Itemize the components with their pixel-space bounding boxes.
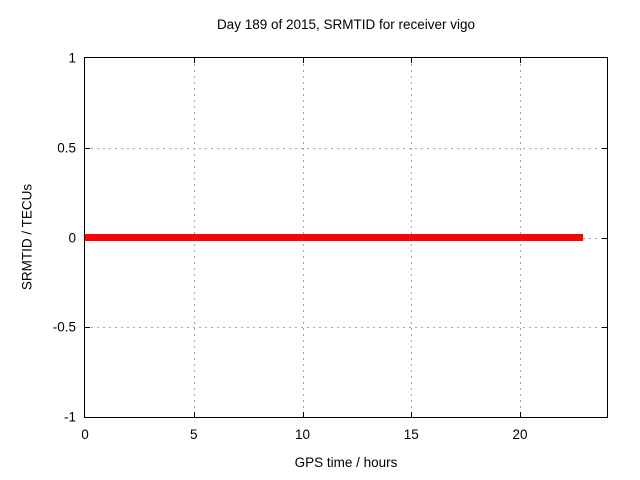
y-tick-label: -1: [63, 409, 76, 425]
x-tick-label: 0: [81, 427, 89, 442]
y-tick-mark: [602, 147, 607, 149]
x-tick-label: 15: [403, 427, 419, 442]
x-tick-mark: [193, 58, 195, 63]
y-tick-mark: [602, 237, 607, 239]
x-tick-label: 5: [189, 427, 198, 442]
x-tick-mark: [193, 412, 195, 417]
x-tick-mark: [520, 58, 521, 63]
y-tick-mark: [85, 327, 90, 329]
y-tick-mark: [85, 147, 90, 149]
y-tick-label: 1: [68, 50, 76, 66]
y-tick-label: 0: [68, 230, 76, 245]
x-tick-mark: [302, 412, 304, 417]
x-tick-mark: [302, 58, 304, 63]
x-tick-mark: [411, 58, 413, 63]
x-tick-mark: [520, 412, 521, 417]
y-gridline: [85, 147, 607, 149]
x-tick-mark: [411, 412, 413, 417]
data-line-srmtid: [85, 234, 584, 241]
x-tick-label: 10: [294, 427, 311, 442]
plot-area: [84, 57, 608, 418]
y-gridline: [85, 327, 607, 329]
y-tick-mark: [602, 327, 607, 329]
y-tick-label: 0.5: [57, 140, 76, 156]
x-tick-label: 20: [512, 427, 528, 442]
x-axis-label: GPS time / hours: [294, 455, 398, 470]
y-tick-label: -0.5: [52, 319, 76, 335]
chart-title: Day 189 of 2015, SRMTID for receiver vig…: [216, 17, 476, 32]
